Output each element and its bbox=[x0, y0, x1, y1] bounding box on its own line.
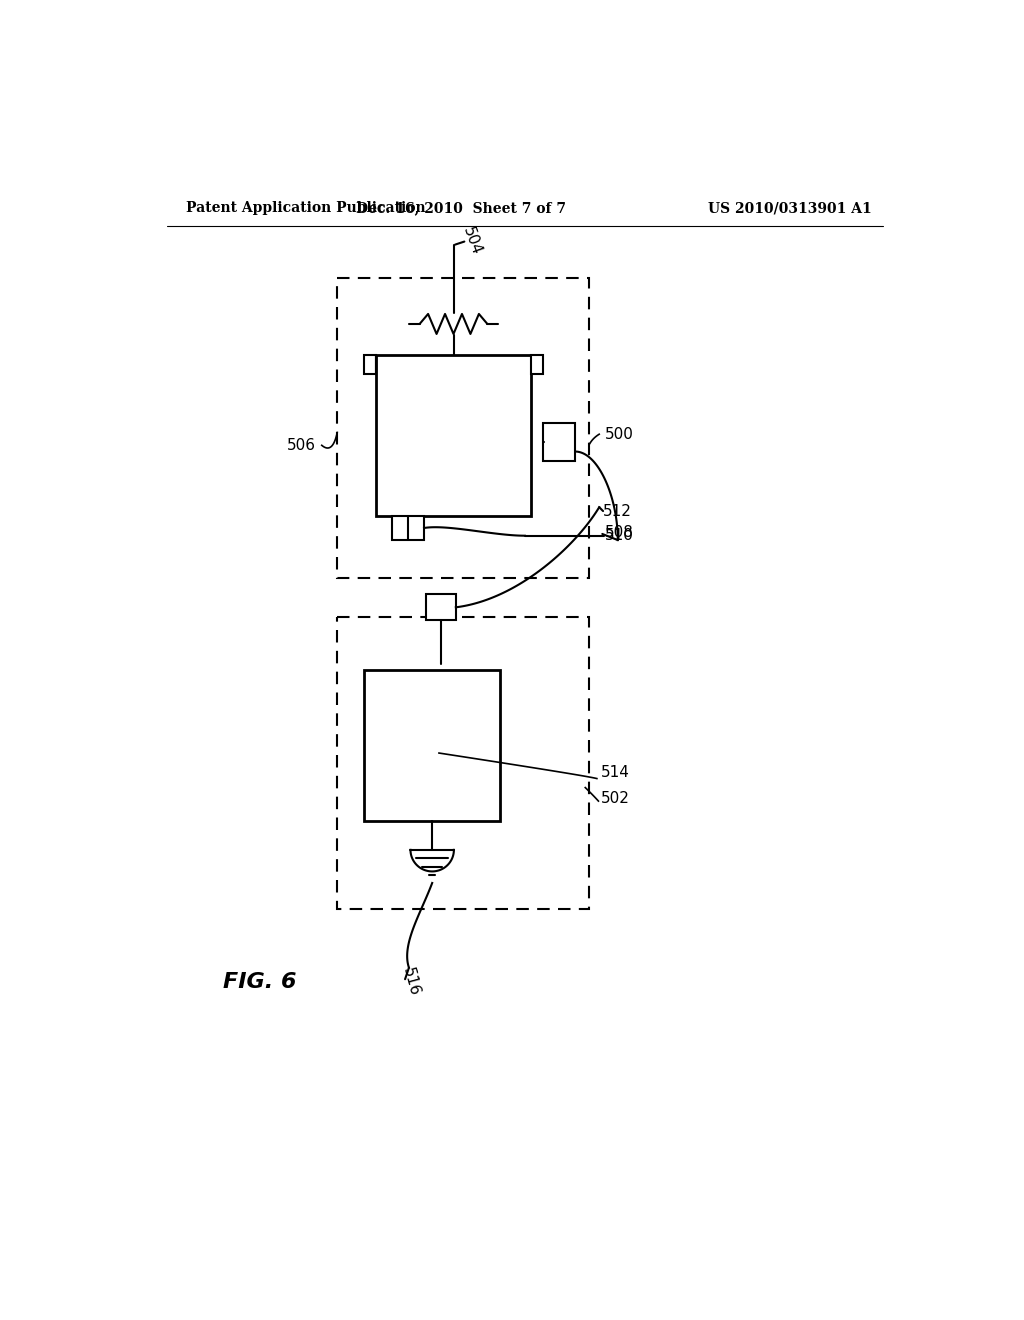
Text: 508: 508 bbox=[604, 525, 634, 540]
Text: FIG. 6: FIG. 6 bbox=[223, 973, 297, 993]
Text: 514: 514 bbox=[601, 766, 630, 780]
Bar bbox=[365, 355, 376, 374]
Text: US 2010/0313901 A1: US 2010/0313901 A1 bbox=[709, 202, 872, 215]
Text: 512: 512 bbox=[603, 503, 632, 519]
Text: 506: 506 bbox=[287, 438, 315, 453]
Bar bbox=[391, 516, 424, 540]
Bar bbox=[543, 422, 575, 461]
Bar bbox=[337, 616, 589, 909]
Bar bbox=[365, 671, 500, 821]
Bar bbox=[426, 594, 456, 620]
Text: Dec. 16, 2010  Sheet 7 of 7: Dec. 16, 2010 Sheet 7 of 7 bbox=[356, 202, 566, 215]
Text: 500: 500 bbox=[604, 426, 634, 442]
Text: 516: 516 bbox=[399, 966, 422, 998]
Text: 504: 504 bbox=[460, 224, 483, 257]
Bar bbox=[531, 355, 543, 374]
Bar bbox=[376, 355, 531, 516]
Bar bbox=[337, 277, 589, 578]
Text: Patent Application Publication: Patent Application Publication bbox=[186, 202, 426, 215]
Text: 510: 510 bbox=[604, 528, 634, 544]
Text: 502: 502 bbox=[601, 791, 630, 805]
